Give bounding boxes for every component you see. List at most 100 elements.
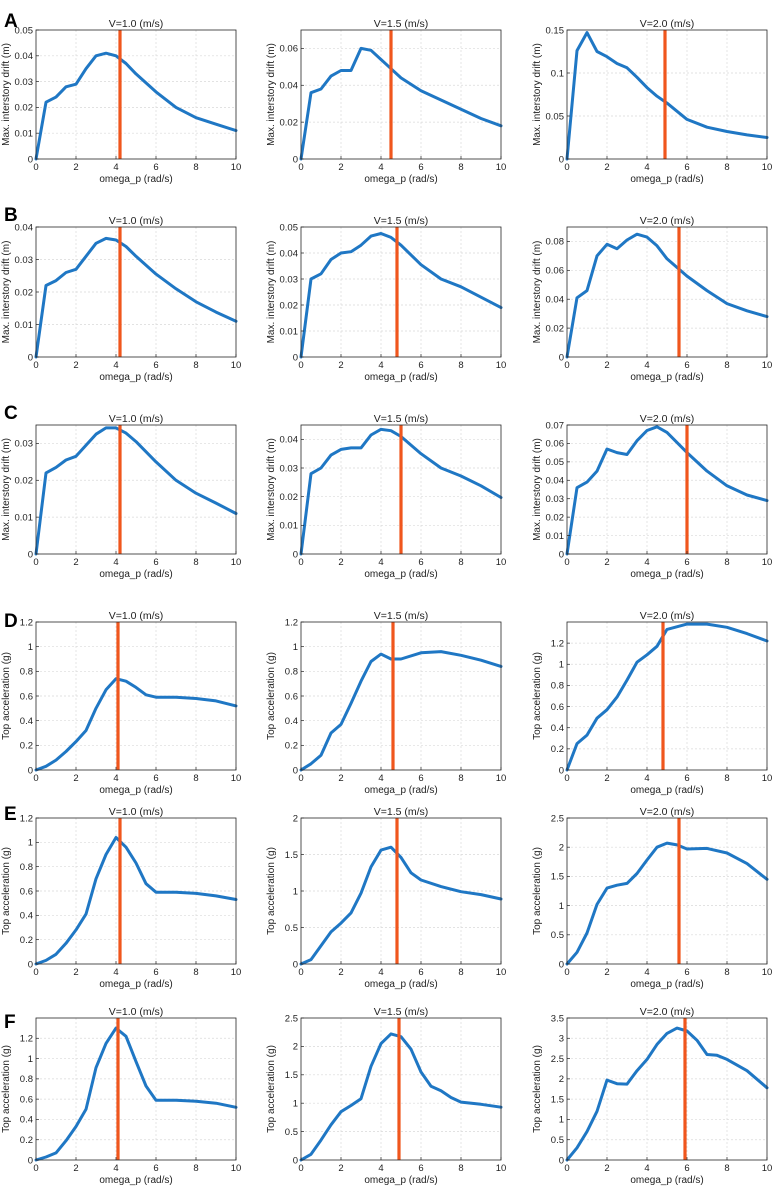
- chart-2-2-y-tick-3: 0.03: [280, 274, 299, 285]
- chart-2-2-y-tick-5: 0.05: [280, 222, 299, 233]
- chart-5-3-frame: [566, 817, 768, 965]
- chart-5-1-y-tick-6: 1.2: [20, 813, 33, 824]
- chart-1-3-x-tick-2: 4: [644, 162, 649, 173]
- chart-5-1-y-tick-5: 1: [28, 838, 33, 849]
- chart-4-1-x-tick-5: 10: [231, 773, 242, 784]
- chart-6-1-y-tick-6: 1.2: [20, 1034, 33, 1045]
- chart-1-3-x-tick-3: 6: [684, 162, 689, 173]
- chart-4-1-x-tick-4: 8: [193, 773, 198, 784]
- chart-5-3-y-axis-label: Top acceleration (g): [532, 847, 543, 935]
- chart-6-2-x-tick-4: 8: [458, 1163, 463, 1174]
- chart-5-1-series-line: [34, 836, 238, 966]
- chart-2-2-x-tick-4: 8: [458, 360, 463, 371]
- chart-6-3-x-tick-5: 10: [762, 1163, 773, 1174]
- chart-2-3-x-tick-0: 0: [564, 360, 569, 371]
- chart-5-2-x-tick-1: 2: [338, 967, 343, 978]
- chart-5-2-x-tick-3: 6: [418, 967, 423, 978]
- chart-1-2-y-axis-label: Max. interstory drift (m): [266, 43, 277, 146]
- chart-2-1-x-tick-1: 2: [73, 360, 78, 371]
- chart-3-1-y-tick-0: 0: [28, 549, 33, 560]
- chart-2-2-x-tick-0: 0: [298, 360, 303, 371]
- chart-1-3-frame: [566, 29, 768, 160]
- chart-2-2-plot-area: [301, 227, 501, 357]
- chart-3-3-title: V=2.0 (m/s): [640, 413, 695, 425]
- chart-3-2-frame: [300, 424, 502, 555]
- chart-6-3-x-tick-3: 6: [684, 1163, 689, 1174]
- chart-1-3-x-tick-1: 2: [604, 162, 609, 173]
- chart-4-2: 0 2 4 6 8 10 0 0.2 0.4 0.6 0.8 1 1.2 V=1.5 (m/s) omega…: [266, 610, 506, 796]
- chart-5-2-x-tick-4: 8: [458, 967, 463, 978]
- chart-3-2-x-tick-1: 2: [338, 557, 343, 568]
- chart-1-1-y-tick-3: 0.03: [15, 77, 34, 88]
- chart-2-1-x-tick-5: 10: [231, 360, 242, 371]
- chart-1-3-y-axis-label: Max. interstory drift (m): [532, 43, 543, 146]
- chart-2-3-y-tick-3: 0.06: [546, 266, 565, 277]
- chart-6-3-y-tick-4: 2: [559, 1074, 564, 1085]
- chart-3-2-title: V=1.5 (m/s): [374, 413, 429, 425]
- chart-6-2-y-tick-1: 0.5: [285, 1127, 298, 1138]
- chart-6-1-series-line: [34, 1026, 238, 1162]
- chart-1-2-plot-area: [301, 30, 501, 159]
- chart-4-2-x-axis-label: omega_p (rad/s): [364, 785, 437, 796]
- chart-4-1-y-tick-6: 1.2: [20, 617, 33, 628]
- chart-2-2-y-tick-0: 0: [293, 352, 298, 363]
- chart-5-1-x-axis-label: omega_p (rad/s): [99, 979, 172, 990]
- chart-1-2-x-tick-4: 8: [458, 162, 463, 173]
- chart-3-2-y-axis-label: Max. interstory drift (m): [266, 438, 277, 541]
- panel-letter-a: A: [4, 11, 18, 32]
- chart-4-2-x-tick-4: 8: [458, 773, 463, 784]
- chart-6-2-title: V=1.5 (m/s): [374, 1006, 429, 1018]
- chart-5-2-y-tick-3: 1.5: [285, 850, 298, 861]
- chart-3-3-x-tick-5: 10: [762, 557, 773, 568]
- chart-2-1-series-line: [34, 236, 238, 359]
- chart-5-2-y-tick-4: 2: [293, 813, 298, 824]
- chart-1-3-y-tick-2: 0.1: [551, 68, 564, 79]
- chart-1-1: 0 2 4 6 8 10 0 0.01 0.02 0.03 0.04 0.05 V=1.0 (m/s) o…: [1, 18, 241, 185]
- chart-5-3-y-tick-1: 0.5: [551, 930, 564, 941]
- chart-2-2-x-axis-label: omega_p (rad/s): [364, 372, 437, 383]
- chart-5-1-title: V=1.0 (m/s): [109, 806, 164, 818]
- chart-1-1-x-tick-0: 0: [33, 162, 38, 173]
- chart-3-2-x-tick-2: 4: [378, 557, 383, 568]
- chart-3-3-y-tick-7: 0.07: [546, 420, 565, 431]
- chart-5-3-title: V=2.0 (m/s): [640, 806, 695, 818]
- chart-3-3-y-tick-2: 0.02: [546, 512, 565, 523]
- chart-5-3: 0 2 4 6 8 10 0 0.5 1 1.5 2 2.5 V=2.0 (m/s) omega_p (r…: [532, 806, 772, 990]
- chart-3-2: 0 2 4 6 8 10 0 0.01 0.02 0.03 0.04 V=1.5 (m/s) omega…: [266, 413, 506, 580]
- chart-4-3-x-tick-2: 4: [644, 773, 649, 784]
- chart-2-1-x-tick-3: 6: [153, 360, 158, 371]
- chart-1-1-y-tick-2: 0.02: [15, 103, 34, 114]
- chart-1-3-y-tick-0: 0: [559, 154, 564, 165]
- chart-3-2-x-tick-5: 10: [496, 557, 507, 568]
- chart-6-3-x-tick-0: 0: [564, 1163, 569, 1174]
- chart-3-1-x-tick-2: 4: [113, 557, 118, 568]
- chart-1-1-x-tick-2: 4: [113, 162, 118, 173]
- chart-2-2: 0 2 4 6 8 10 0 0.01 0.02 0.03 0.04 0.05 V=1.5 (m/s) o…: [266, 215, 506, 383]
- chart-2-2-series-line: [299, 232, 503, 359]
- chart-3-3-y-tick-1: 0.01: [546, 531, 565, 542]
- chart-3-1-y-tick-3: 0.03: [15, 439, 34, 450]
- chart-5-1-x-tick-2: 4: [113, 967, 118, 978]
- chart-2-3-frame: [566, 226, 768, 358]
- chart-6-2-x-tick-2: 4: [378, 1163, 383, 1174]
- chart-1-2-series-line: [299, 46, 503, 161]
- chart-1-1-y-tick-5: 0.05: [15, 25, 34, 36]
- chart-4-1-y-tick-1: 0.2: [20, 741, 33, 752]
- chart-4-1-series-line: [34, 677, 238, 772]
- chart-3-1-y-tick-2: 0.02: [15, 476, 34, 487]
- chart-6-2-series-line: [299, 1032, 503, 1162]
- chart-4-1-x-tick-1: 2: [73, 773, 78, 784]
- chart-5-2-series-line: [299, 845, 503, 966]
- chart-6-3-x-tick-2: 4: [644, 1163, 649, 1174]
- chart-4-3-x-tick-5: 10: [762, 773, 773, 784]
- chart-5-1-y-tick-0: 0: [28, 959, 33, 970]
- chart-3-2-y-tick-1: 0.01: [280, 521, 299, 532]
- chart-5-2-y-tick-1: 0.5: [285, 923, 298, 934]
- chart-1-3-x-tick-0: 0: [564, 162, 569, 173]
- chart-4-2-y-tick-3: 0.6: [285, 691, 298, 702]
- chart-3-3-y-tick-4: 0.04: [546, 476, 565, 487]
- chart-1-2-x-tick-5: 10: [496, 162, 507, 173]
- chart-5-3-x-tick-0: 0: [564, 967, 569, 978]
- chart-5-2-x-tick-5: 10: [496, 967, 507, 978]
